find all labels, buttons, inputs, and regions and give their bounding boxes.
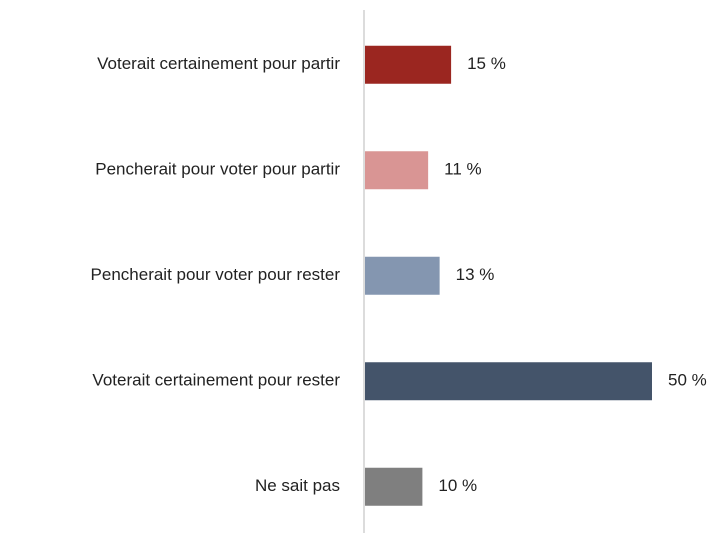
category-label: Pencherait pour voter pour rester [91,265,341,284]
bar [365,151,429,190]
value-label: 50 % [668,371,707,390]
category-label: Voterait certainement pour partir [97,54,340,73]
bar [365,45,452,84]
value-label: 11 % [444,160,482,179]
category-label: Voterait certainement pour rester [92,371,340,390]
category-label: Pencherait pour voter pour partir [95,160,340,179]
category-label: Ne sait pas [255,476,340,495]
bar [365,256,440,295]
value-label: 13 % [456,265,495,284]
bar [365,467,423,506]
value-label: 15 % [467,54,506,73]
value-label: 10 % [438,476,477,495]
bar [365,362,652,401]
